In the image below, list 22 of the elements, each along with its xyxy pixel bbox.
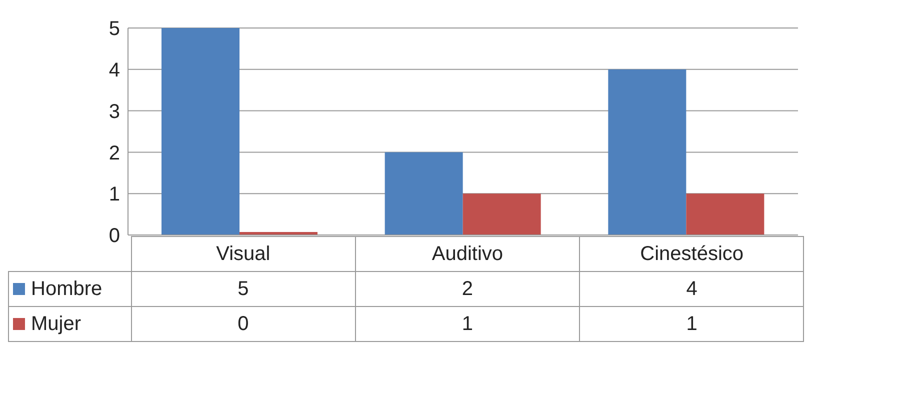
bar	[462, 194, 541, 235]
bar	[384, 152, 463, 235]
y-tick-label: 0	[108, 225, 120, 248]
data-label: 1	[355, 306, 580, 342]
legend-label: Mujer	[8, 306, 131, 342]
y-tick-label: 1	[108, 184, 120, 206]
data-label: 0	[131, 306, 356, 342]
y-tick-label: 3	[108, 100, 120, 123]
data-label: 4	[580, 272, 804, 306]
x-tick-label: Visual	[131, 236, 356, 272]
y-tick-label: 5	[108, 18, 120, 40]
bar	[162, 28, 240, 235]
y-tick-label: 2	[108, 142, 120, 164]
data-label: 1	[580, 306, 804, 342]
bar	[686, 194, 764, 235]
x-tick-label: Auditivo	[355, 236, 580, 272]
legend-label: Hombre	[8, 272, 131, 306]
x-tick-label: Cinestésico	[580, 236, 804, 272]
data-label: 2	[355, 272, 580, 306]
y-tick-label: 4	[108, 60, 120, 82]
data-label: 5	[131, 272, 356, 306]
bar	[608, 69, 686, 235]
